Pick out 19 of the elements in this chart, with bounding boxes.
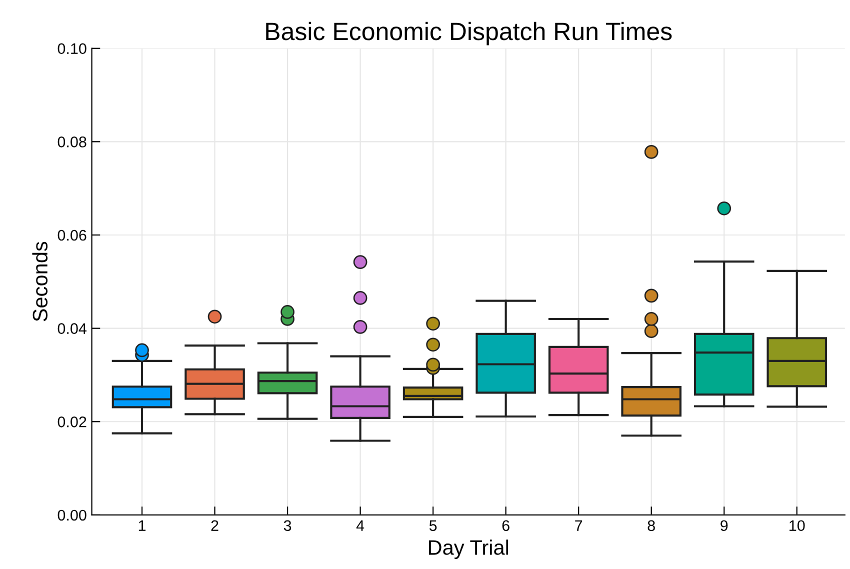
x-tick-label: 4 [356, 520, 364, 531]
x-tick-label: 2 [211, 520, 218, 531]
y-tick-label: 0.06 [58, 230, 86, 241]
y-tick-label: 0.04 [58, 323, 86, 334]
y-tick-label: 0.08 [58, 136, 86, 148]
chart-title: Basic Economic Dispatch Run Times [266, 22, 672, 46]
y-tick-label: 0.10 [58, 43, 86, 54]
y-tick-label: 0.02 [58, 416, 86, 428]
x-axis-title: Day Trial [428, 540, 508, 560]
x-tick-label: 10 [790, 520, 805, 532]
x-tick-label: 5 [429, 520, 437, 532]
x-tick-label: 7 [575, 520, 582, 531]
x-tick-label: 1 [138, 520, 146, 531]
x-tick-label: 6 [502, 520, 510, 532]
x-tick-label: 3 [284, 520, 292, 532]
x-tick-label: 8 [648, 520, 655, 532]
x-tick-label: 9 [720, 520, 728, 532]
y-axis-title: Seconds [32, 242, 48, 322]
y-tick-label: 0.00 [58, 510, 86, 521]
